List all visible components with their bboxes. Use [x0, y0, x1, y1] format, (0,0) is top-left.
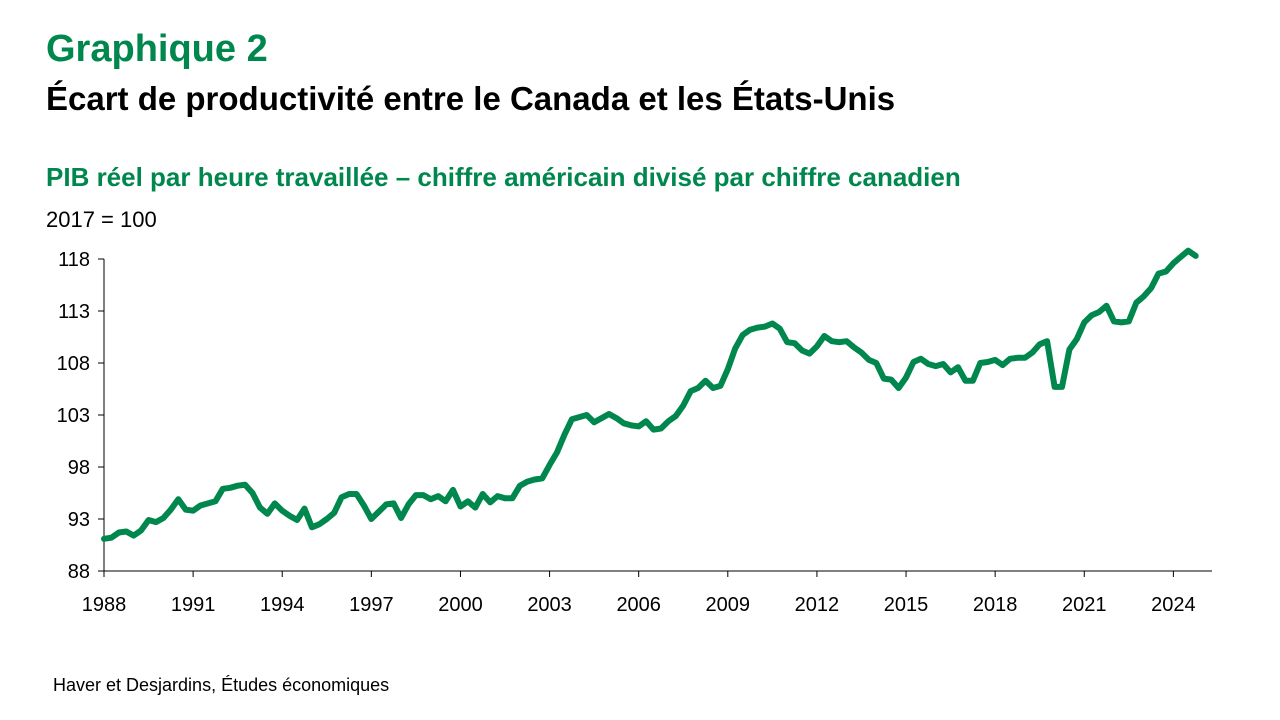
x-tick-label: 2012: [795, 594, 840, 616]
y-axis-unit-label: 2017 = 100: [46, 207, 157, 232]
tick-labels: 88 93 98 103 108 113 118 1988 1991 1994 1997 2000 20…: [57, 249, 1196, 616]
y-tick-label: 88: [68, 561, 90, 583]
axes: [98, 258, 1212, 577]
x-tick-label: 1991: [171, 594, 216, 616]
y-tick-label: 113: [58, 301, 90, 323]
y-tick-label: 118: [58, 249, 90, 271]
x-tick-label: 1994: [260, 594, 305, 616]
x-tick-label: 2015: [884, 594, 929, 616]
series-line-0: [101, 247, 1199, 542]
y-tick-label: 108: [57, 353, 90, 375]
x-tick-label: 1988: [82, 594, 127, 616]
x-tick-label: 2018: [973, 594, 1018, 616]
y-tick-label: 103: [57, 405, 90, 427]
x-tick-label: 2021: [1062, 594, 1107, 616]
y-tick-label: 93: [68, 509, 90, 531]
chart-title: PIB réel par heure travaillée – chiffre …: [46, 162, 961, 192]
source-note: Haver et Desjardins, Études économiques: [53, 675, 390, 695]
series-group: [101, 247, 1199, 542]
x-tick-label: 1997: [349, 594, 394, 616]
chart-label: Graphique 2: [46, 28, 268, 70]
page-subtitle: Écart de productivité entre le Canada et…: [46, 80, 896, 117]
y-tick-label: 98: [68, 457, 90, 479]
x-tick-label: 2024: [1151, 594, 1196, 616]
x-tick-label: 2006: [616, 594, 661, 616]
x-tick-label: 2009: [706, 594, 751, 616]
x-tick-label: 2000: [438, 594, 483, 616]
x-tick-label: 2003: [527, 594, 572, 616]
